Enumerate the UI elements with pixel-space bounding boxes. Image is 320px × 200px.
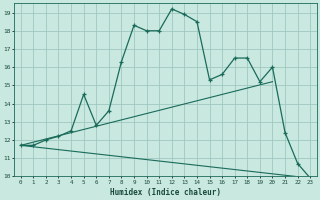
X-axis label: Humidex (Indice chaleur): Humidex (Indice chaleur) — [110, 188, 221, 197]
